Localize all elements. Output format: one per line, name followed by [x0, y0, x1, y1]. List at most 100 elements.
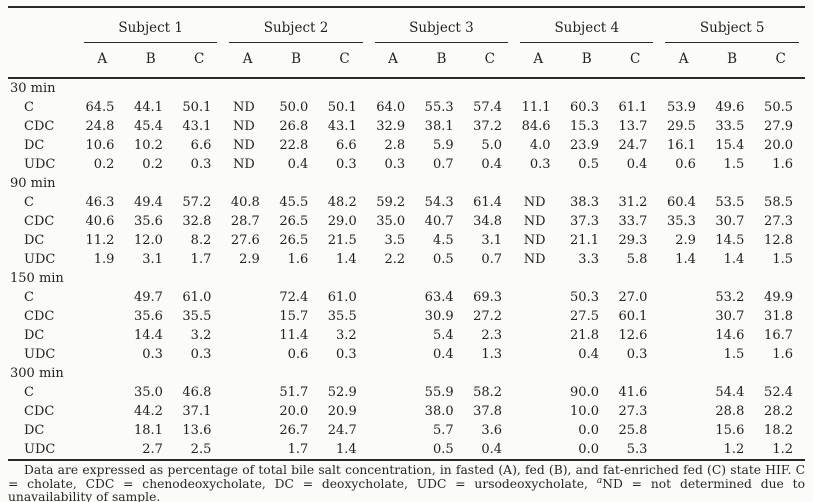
bile-salt-composition-table: Subject 1 Subject 2 Subject 3 Subject 4 …	[8, 6, 805, 461]
table-cell: 1.7	[190, 252, 212, 267]
table-cell	[369, 307, 417, 326]
table-cell: 12.0	[133, 233, 163, 248]
table-cell: 1.3	[481, 347, 503, 362]
table-cell: 49.7	[133, 290, 163, 305]
table-cell: 61.4	[473, 195, 503, 210]
data-row: CDC 35.6 35.5 15.7 35.5 30.9 27.2 27.5 60.1 30.7 3…	[8, 307, 805, 326]
table-cell: ND	[523, 214, 546, 229]
table-cell: 44.1	[133, 100, 163, 115]
table-cell: 0.7	[432, 157, 454, 172]
table-cell: 32.9	[376, 119, 406, 134]
table-cell: 64.5	[85, 100, 115, 115]
table-cell: 43.1	[327, 119, 357, 134]
table-cell	[659, 326, 707, 345]
table-cell	[514, 402, 562, 421]
data-row: DC 10.6 10.2 6.6 ND 22.8 6.6 2.8 5.9 5.0 4.0 23.9 24…	[8, 136, 805, 155]
table-cell: 0.5	[432, 252, 454, 267]
table-cell: 0.4	[287, 157, 309, 172]
table-cell: 50.5	[764, 100, 793, 115]
subject-1-header: Subject 1	[84, 20, 218, 43]
table-cell: 28.8	[715, 404, 745, 419]
table-cell	[659, 421, 707, 440]
table-cell: 45.4	[133, 119, 163, 134]
data-row: CDC 44.2 37.1 20.0 20.9 38.0 37.8 10.0 27.3 28.8 2…	[8, 402, 805, 421]
bile-salt-label: C	[24, 385, 34, 400]
corner-cell	[8, 7, 78, 43]
table-cell	[514, 288, 562, 307]
table-header: Subject 1 Subject 2 Subject 3 Subject 4 …	[8, 7, 805, 78]
data-row: UDC 1.9 3.1 1.7 2.9 1.6 1.4 2.2 0.5 0.7 ND 3.3 5.8 1.…	[8, 250, 805, 269]
data-row: CDC 40.6 35.6 32.8 28.7 26.5 29.0 35.0 40.7 34.8 N…	[8, 212, 805, 231]
table-cell: 18.2	[764, 423, 793, 438]
table-cell: 1.7	[287, 442, 309, 457]
table-cell	[223, 288, 271, 307]
table-cell: 55.3	[424, 100, 454, 115]
table-cell: 0.6	[675, 157, 696, 172]
table-cell: 10.2	[133, 138, 163, 153]
bile-salt-label: DC	[24, 328, 45, 343]
table-cell: 3.1	[142, 252, 163, 267]
table-cell: 57.2	[182, 195, 212, 210]
table-cell: 35.5	[182, 309, 212, 324]
table-cell: 0.5	[578, 157, 599, 172]
table-cell	[78, 383, 126, 402]
table-cell: ND	[523, 195, 546, 210]
table-cell: 61.1	[618, 100, 648, 115]
table-cell: 0.0	[578, 442, 599, 457]
table-cell: 40.8	[230, 195, 260, 210]
table-cell: 27.9	[764, 119, 793, 134]
data-row: C 35.0 46.8 51.7 52.9 55.9 58.2 90.0 41.6 54.4 52.…	[8, 383, 805, 402]
table-cell	[514, 421, 562, 440]
table-cell	[659, 440, 707, 460]
data-row: UDC 0.3 0.3 0.6 0.3 0.4 1.3 0.4 0.3 1.5 1.6	[8, 345, 805, 364]
table-cell: 29.5	[666, 119, 696, 134]
table-cell: 35.6	[133, 309, 163, 324]
table-cell: 50.1	[327, 100, 357, 115]
footnote-text-2: ND = not determined due to unavailabilit…	[8, 476, 805, 502]
table-cell: 3.1	[481, 233, 503, 248]
table-cell: 11.2	[85, 233, 115, 248]
table-cell: 0.0	[578, 423, 599, 438]
table-cell: 61.0	[182, 290, 212, 305]
table-cell: 33.7	[618, 214, 648, 229]
table-cell: 54.4	[715, 385, 745, 400]
table-cell: 23.9	[570, 138, 599, 153]
table-cell: 0.4	[481, 442, 503, 457]
data-row: C 64.5 44.1 50.1 ND 50.0 50.1 64.0 55.3 57.4 11.1 6…	[8, 98, 805, 117]
table-cell	[514, 307, 562, 326]
data-row: DC 18.1 13.6 26.7 24.7 5.7 3.6 0.0 25.8 15.6 18.2	[8, 421, 805, 440]
table-cell: 27.3	[764, 214, 793, 229]
table-cell: 2.7	[142, 442, 163, 457]
table-cell: 10.0	[570, 404, 599, 419]
subject-2-header: Subject 2	[229, 20, 363, 43]
table-cell: 12.8	[764, 233, 793, 248]
table-cell	[369, 440, 417, 460]
table-cell: 48.2	[327, 195, 357, 210]
table-cell	[78, 440, 126, 460]
table-cell: 57.4	[473, 100, 503, 115]
table-cell: 26.5	[279, 233, 309, 248]
subject-4-header: Subject 4	[520, 20, 654, 43]
table-cell: 1.6	[287, 252, 309, 267]
table-cell	[78, 326, 126, 345]
table-cell	[369, 326, 417, 345]
table-cell: ND	[233, 100, 255, 115]
state-col-header: B	[145, 51, 156, 67]
table-cell: 0.2	[142, 157, 163, 172]
table-cell: 3.6	[481, 423, 503, 438]
table-cell: 37.2	[473, 119, 503, 134]
table-cell: 49.6	[715, 100, 745, 115]
table-cell: 35.0	[376, 214, 406, 229]
table-cell	[514, 440, 562, 460]
data-row: DC 14.4 3.2 11.4 3.2 5.4 2.3 21.8 12.6 14.6 16.7	[8, 326, 805, 345]
table-cell: 1.4	[675, 252, 696, 267]
table-cell: ND	[233, 138, 255, 153]
table-cell: 49.4	[133, 195, 163, 210]
table-cell: 11.4	[279, 328, 309, 343]
table-cell: 15.4	[715, 138, 745, 153]
table-cell: 0.3	[529, 157, 551, 172]
subject-3-header: Subject 3	[374, 20, 509, 43]
table-cell: 54.3	[424, 195, 454, 210]
table-cell	[78, 421, 126, 440]
state-col-header: C	[339, 51, 350, 67]
